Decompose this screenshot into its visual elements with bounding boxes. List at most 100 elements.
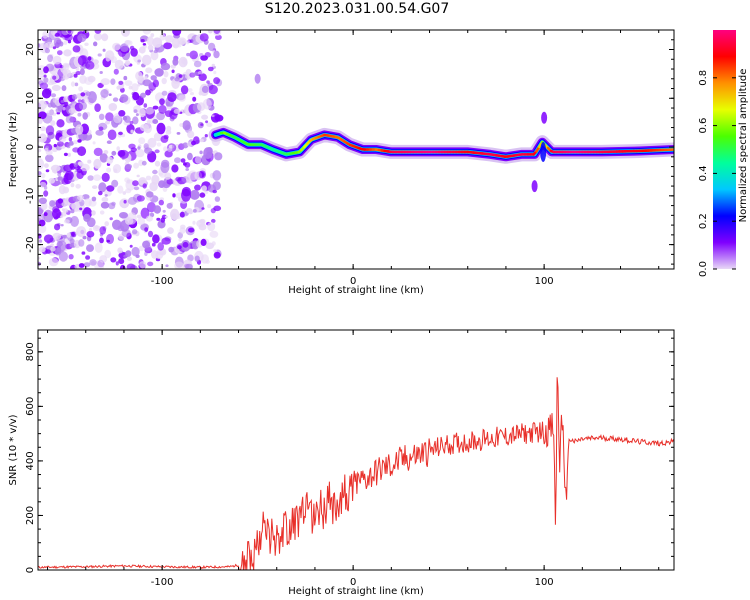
noise-blob — [157, 242, 164, 251]
noise-blob — [210, 208, 216, 214]
noise-blob — [182, 241, 189, 248]
noise-blob — [38, 138, 42, 143]
noise-blob — [162, 209, 166, 213]
noise-blob — [137, 217, 146, 226]
noise-blob — [110, 78, 116, 85]
noise-blob — [65, 115, 74, 124]
noise-blob — [124, 115, 131, 123]
noise-blob — [171, 69, 175, 74]
noise-blob — [212, 189, 217, 194]
top-y-tick-label: 20 — [25, 43, 36, 56]
noise-blob — [147, 44, 154, 51]
noise-blob — [200, 238, 207, 246]
noise-blob — [138, 46, 146, 54]
noise-blob — [64, 219, 70, 224]
noise-blob — [214, 152, 223, 161]
noise-blob — [91, 196, 97, 202]
noise-blob — [113, 168, 118, 173]
noise-blob — [197, 102, 206, 111]
noise-blob — [83, 213, 91, 222]
noise-blob — [38, 158, 45, 170]
noise-blob — [63, 40, 68, 45]
noise-blob — [49, 200, 56, 207]
noise-blob — [60, 100, 65, 103]
noise-blob — [67, 152, 71, 157]
noise-blob — [126, 256, 132, 262]
noise-blob — [175, 176, 182, 182]
noise-blob — [42, 31, 49, 39]
noise-blob — [111, 179, 119, 188]
noise-blob — [78, 86, 83, 92]
noise-blob — [79, 68, 85, 76]
noise-blob — [141, 54, 152, 66]
figure-title: S120.2023.031.00.54.G07 — [264, 1, 450, 17]
noise-blob — [126, 263, 136, 269]
noise-blob — [187, 130, 195, 139]
noise-blob — [163, 71, 169, 78]
noise-blob — [75, 71, 82, 75]
noise-blob — [92, 59, 99, 65]
noise-blob — [83, 262, 91, 268]
noise-blob — [125, 217, 134, 225]
spectrogram-marks — [38, 30, 674, 269]
noise-blob — [178, 74, 183, 78]
noise-blob — [140, 39, 145, 43]
noise-blob — [185, 40, 190, 45]
noise-blob — [133, 109, 138, 113]
noise-blob — [100, 78, 110, 86]
noise-blob — [144, 76, 148, 80]
noise-blob — [199, 150, 203, 155]
noise-blob — [77, 55, 87, 66]
noise-blob — [55, 108, 63, 113]
noise-blob — [198, 170, 206, 179]
noise-blob — [59, 136, 67, 142]
noise-blob — [131, 83, 139, 92]
noise-blob — [140, 92, 147, 99]
noise-blob — [122, 191, 127, 195]
noise-blob — [160, 217, 166, 223]
noise-blob — [109, 217, 113, 221]
noise-blob — [138, 137, 146, 145]
noise-blob — [152, 119, 159, 124]
noise-blob — [89, 259, 97, 266]
bottom-x-axis-label: Height of straight line (km) — [288, 586, 424, 597]
noise-blob — [201, 185, 207, 192]
noise-blob — [38, 100, 47, 110]
noise-blob — [77, 139, 82, 143]
noise-blob — [207, 222, 216, 232]
noise-blob — [211, 218, 216, 223]
noise-blob — [170, 208, 180, 220]
noise-blob — [43, 234, 54, 243]
noise-blob — [85, 60, 95, 70]
noise-blob — [38, 43, 41, 48]
noise-blob — [132, 116, 139, 125]
noise-blob — [48, 257, 59, 267]
noise-blob — [70, 183, 75, 188]
noise-blob — [139, 261, 147, 269]
noise-blob — [176, 132, 181, 135]
noise-blob — [88, 228, 93, 232]
noise-blob — [67, 30, 72, 34]
colorbar-label: Normalized spectral amplitude — [738, 69, 749, 223]
noise-blob — [106, 156, 114, 164]
noise-blob — [38, 246, 46, 253]
bottom-y-tick-label: 200 — [25, 506, 36, 525]
noise-blob — [147, 137, 157, 148]
noise-blob — [72, 45, 81, 53]
noise-blob — [77, 112, 82, 117]
burst-blob — [541, 111, 548, 124]
noise-blob — [79, 207, 83, 211]
noise-blob — [135, 71, 143, 81]
noise-blob — [142, 183, 147, 189]
bottom-x-tick-label: -100 — [151, 577, 174, 588]
noise-blob — [54, 223, 61, 231]
noise-blob — [160, 161, 170, 174]
top-y-tick-label: -20 — [25, 236, 36, 252]
noise-blob — [38, 148, 42, 153]
noise-blob — [184, 162, 191, 168]
noise-blob — [193, 71, 200, 77]
noise-blob — [201, 207, 205, 210]
noise-blob — [199, 192, 206, 198]
noise-blob — [160, 62, 171, 71]
noise-blob — [74, 82, 79, 87]
